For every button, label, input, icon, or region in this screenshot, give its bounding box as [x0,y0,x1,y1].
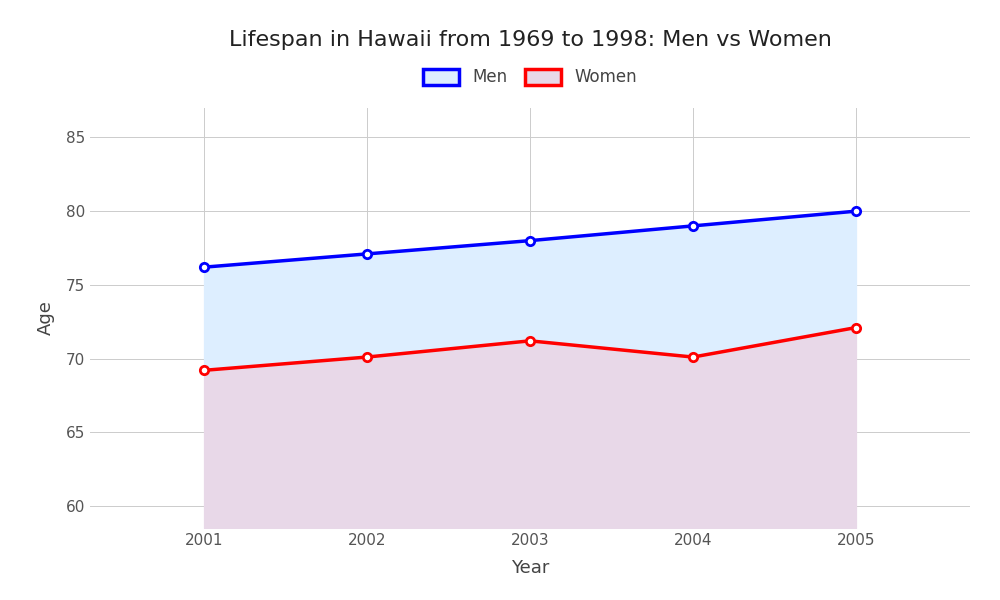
X-axis label: Year: Year [511,559,549,577]
Legend: Men, Women: Men, Women [416,62,644,93]
Title: Lifespan in Hawaii from 1969 to 1998: Men vs Women: Lifespan in Hawaii from 1969 to 1998: Me… [229,29,831,49]
Y-axis label: Age: Age [37,301,55,335]
